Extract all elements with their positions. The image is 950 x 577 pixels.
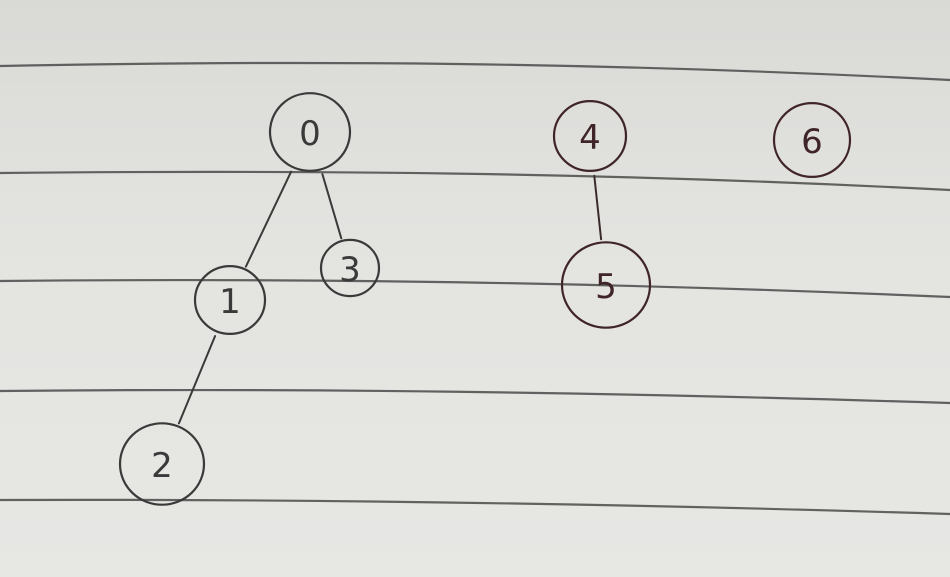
node-3: 3 bbox=[319, 238, 381, 298]
ruled-lines bbox=[0, 61, 950, 516]
edge-4-5 bbox=[593, 174, 603, 241]
node-5: 5 bbox=[560, 241, 652, 329]
node-label: 2 bbox=[151, 446, 173, 486]
ruled-line bbox=[0, 388, 950, 405]
node-4: 4 bbox=[552, 99, 628, 173]
node-label: 0 bbox=[299, 114, 321, 154]
ruled-line bbox=[0, 278, 950, 299]
node-1: 1 bbox=[193, 265, 267, 336]
node-2: 2 bbox=[118, 422, 206, 506]
node-label: 3 bbox=[339, 250, 361, 290]
ruled-line bbox=[0, 498, 950, 516]
node-circle bbox=[772, 101, 852, 179]
graph-edges bbox=[177, 170, 603, 425]
edge-0-1 bbox=[244, 170, 293, 268]
node-circle bbox=[560, 241, 652, 329]
node-circle bbox=[118, 422, 206, 506]
node-label: 6 bbox=[801, 122, 823, 162]
edge-1-2 bbox=[177, 335, 217, 425]
node-label: 4 bbox=[579, 118, 601, 158]
node-label: 1 bbox=[219, 282, 241, 322]
graph-nodes: 0 1 2 3 4 5 6 bbox=[118, 92, 852, 506]
node-label: 5 bbox=[595, 267, 617, 307]
edge-0-3 bbox=[321, 173, 343, 240]
node-circle bbox=[552, 99, 628, 173]
node-circle bbox=[319, 238, 381, 298]
node-0: 0 bbox=[268, 92, 352, 172]
ruled-line bbox=[0, 170, 950, 192]
node-6: 6 bbox=[772, 101, 852, 179]
node-circle bbox=[268, 92, 352, 172]
ruled-line bbox=[0, 61, 950, 82]
node-circle bbox=[193, 265, 267, 336]
